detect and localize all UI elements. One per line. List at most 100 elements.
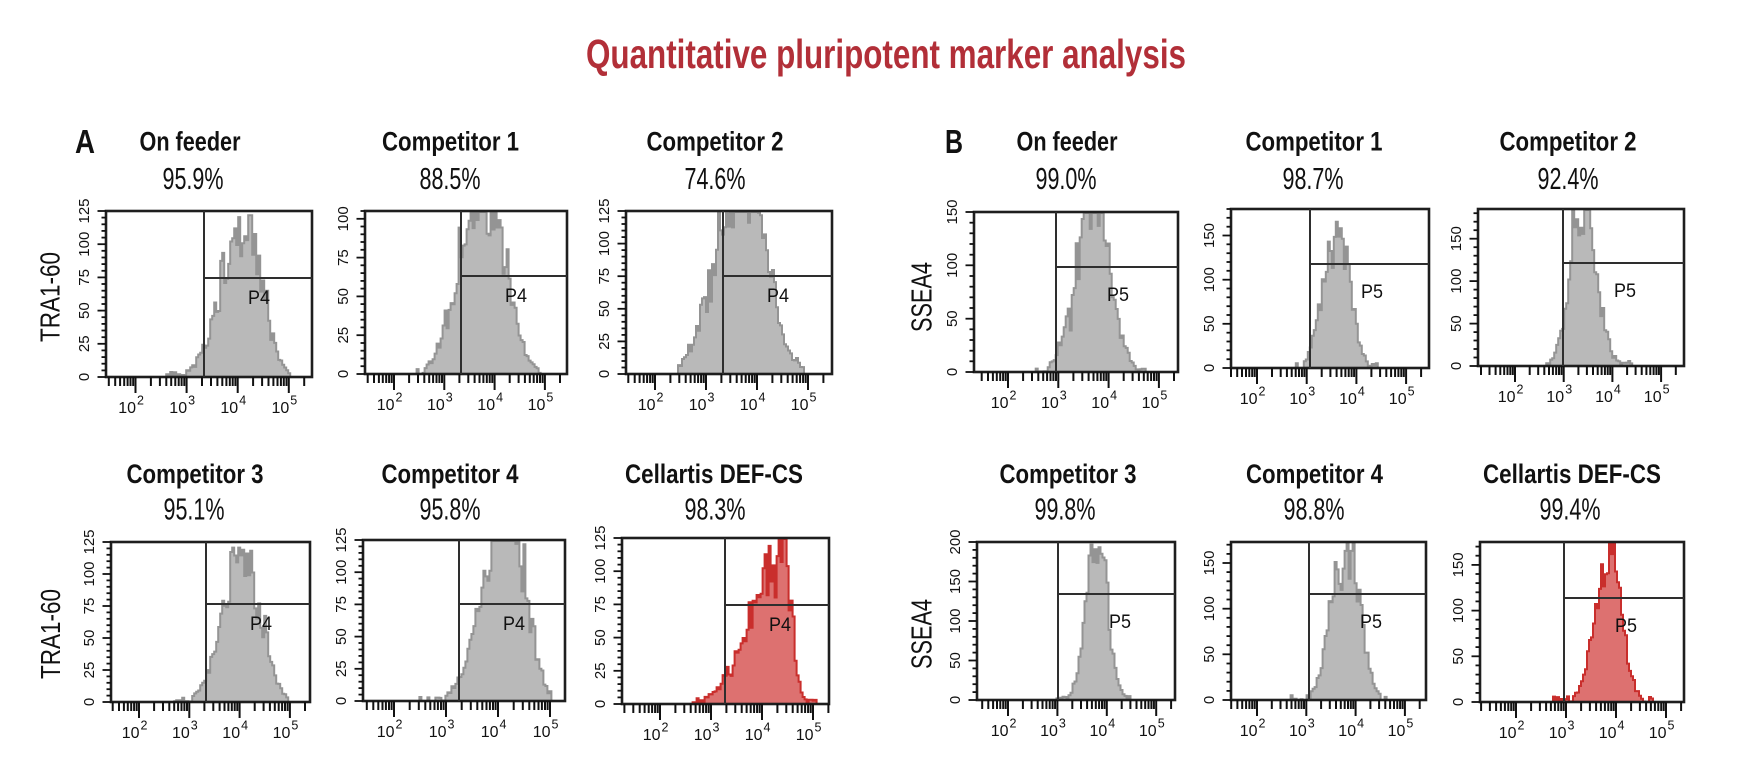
svg-text:10: 10	[1339, 391, 1357, 408]
svg-text:4: 4	[241, 719, 248, 733]
svg-text:50: 50	[947, 652, 964, 669]
svg-text:5: 5	[552, 718, 559, 732]
svg-text:2: 2	[1259, 385, 1266, 399]
svg-text:100: 100	[76, 232, 93, 257]
svg-text:200: 200	[947, 529, 964, 554]
svg-text:50: 50	[81, 630, 98, 647]
svg-text:4: 4	[1358, 385, 1365, 399]
svg-text:10: 10	[740, 397, 758, 414]
svg-text:100: 100	[81, 561, 98, 586]
svg-text:Competitor 1: Competitor 1	[382, 127, 519, 157]
svg-text:5: 5	[1158, 717, 1165, 731]
svg-text:10: 10	[791, 397, 809, 414]
svg-text:100: 100	[592, 559, 609, 584]
svg-text:P4: P4	[767, 285, 789, 307]
svg-text:2: 2	[662, 721, 669, 735]
svg-text:75: 75	[596, 268, 613, 285]
svg-text:3: 3	[1565, 383, 1572, 397]
svg-text:10: 10	[694, 727, 712, 744]
svg-text:100: 100	[596, 231, 613, 256]
svg-text:3: 3	[1060, 389, 1067, 403]
svg-text:75: 75	[333, 596, 350, 613]
svg-text:10: 10	[1240, 391, 1258, 408]
svg-text:B: B	[945, 123, 963, 160]
svg-text:Competitor 1: Competitor 1	[1246, 127, 1383, 157]
svg-text:150: 150	[1450, 552, 1467, 577]
svg-text:150: 150	[1448, 226, 1465, 251]
svg-text:10: 10	[1546, 389, 1564, 406]
svg-text:10: 10	[1595, 389, 1613, 406]
svg-text:10: 10	[745, 727, 763, 744]
svg-text:2: 2	[141, 719, 148, 733]
svg-text:99.0%: 99.0%	[1036, 161, 1097, 196]
svg-text:92.4%: 92.4%	[1538, 161, 1599, 196]
svg-text:P4: P4	[769, 614, 791, 636]
svg-text:50: 50	[1201, 315, 1218, 332]
svg-text:TRA1-60: TRA1-60	[35, 252, 66, 342]
svg-text:50: 50	[944, 310, 961, 327]
svg-text:Competitor 2: Competitor 2	[647, 127, 784, 157]
svg-text:2: 2	[1010, 389, 1017, 403]
svg-text:4: 4	[239, 394, 246, 408]
svg-text:4: 4	[764, 721, 771, 735]
svg-text:3: 3	[1568, 719, 1575, 733]
svg-text:4: 4	[1618, 719, 1625, 733]
svg-text:On feeder: On feeder	[1017, 127, 1118, 157]
svg-text:5: 5	[815, 721, 822, 735]
svg-text:10: 10	[1649, 725, 1667, 742]
svg-text:0: 0	[333, 697, 350, 705]
svg-text:A: A	[75, 123, 95, 160]
svg-text:10: 10	[1289, 723, 1307, 740]
svg-text:10: 10	[643, 727, 661, 744]
svg-text:2: 2	[137, 394, 144, 408]
svg-text:25: 25	[76, 335, 93, 352]
svg-text:0: 0	[596, 370, 613, 378]
svg-text:125: 125	[333, 527, 350, 552]
svg-text:0: 0	[1201, 696, 1218, 704]
svg-text:3: 3	[1308, 717, 1315, 731]
svg-text:10: 10	[689, 397, 707, 414]
svg-text:On feeder: On feeder	[140, 127, 241, 157]
svg-text:10: 10	[991, 395, 1009, 412]
svg-text:75: 75	[81, 598, 98, 615]
svg-text:10: 10	[272, 400, 290, 417]
svg-text:150: 150	[947, 569, 964, 594]
svg-text:10: 10	[220, 400, 238, 417]
svg-text:5: 5	[1160, 389, 1167, 403]
svg-text:75: 75	[592, 596, 609, 613]
svg-text:150: 150	[944, 199, 961, 224]
svg-text:3: 3	[1308, 385, 1315, 399]
svg-text:4: 4	[500, 718, 507, 732]
svg-text:4: 4	[1614, 383, 1621, 397]
svg-text:0: 0	[1201, 364, 1218, 372]
svg-text:4: 4	[759, 391, 766, 405]
svg-text:10: 10	[1388, 723, 1406, 740]
svg-text:P4: P4	[503, 613, 525, 635]
svg-text:10: 10	[1139, 723, 1157, 740]
svg-text:5: 5	[810, 391, 817, 405]
svg-text:TRA1-60: TRA1-60	[35, 589, 66, 679]
svg-text:3: 3	[446, 391, 453, 405]
svg-text:10: 10	[991, 723, 1009, 740]
svg-text:10: 10	[533, 724, 551, 741]
svg-text:125: 125	[596, 198, 613, 223]
svg-text:10: 10	[377, 397, 395, 414]
svg-text:5: 5	[1408, 385, 1415, 399]
svg-text:10: 10	[1499, 725, 1517, 742]
svg-text:25: 25	[335, 327, 352, 344]
svg-text:3: 3	[713, 721, 720, 735]
svg-text:P5: P5	[1614, 280, 1636, 302]
svg-text:2: 2	[1517, 383, 1524, 397]
svg-text:74.6%: 74.6%	[685, 161, 746, 196]
svg-text:100: 100	[1201, 267, 1218, 292]
svg-text:0: 0	[1448, 362, 1465, 370]
svg-text:3: 3	[188, 394, 195, 408]
svg-text:2: 2	[1259, 717, 1266, 731]
svg-text:3: 3	[191, 719, 198, 733]
svg-text:10: 10	[1289, 391, 1307, 408]
svg-text:2: 2	[657, 391, 664, 405]
svg-text:2: 2	[396, 718, 403, 732]
svg-text:10: 10	[1644, 389, 1662, 406]
svg-text:25: 25	[592, 662, 609, 679]
svg-text:10: 10	[1142, 395, 1160, 412]
